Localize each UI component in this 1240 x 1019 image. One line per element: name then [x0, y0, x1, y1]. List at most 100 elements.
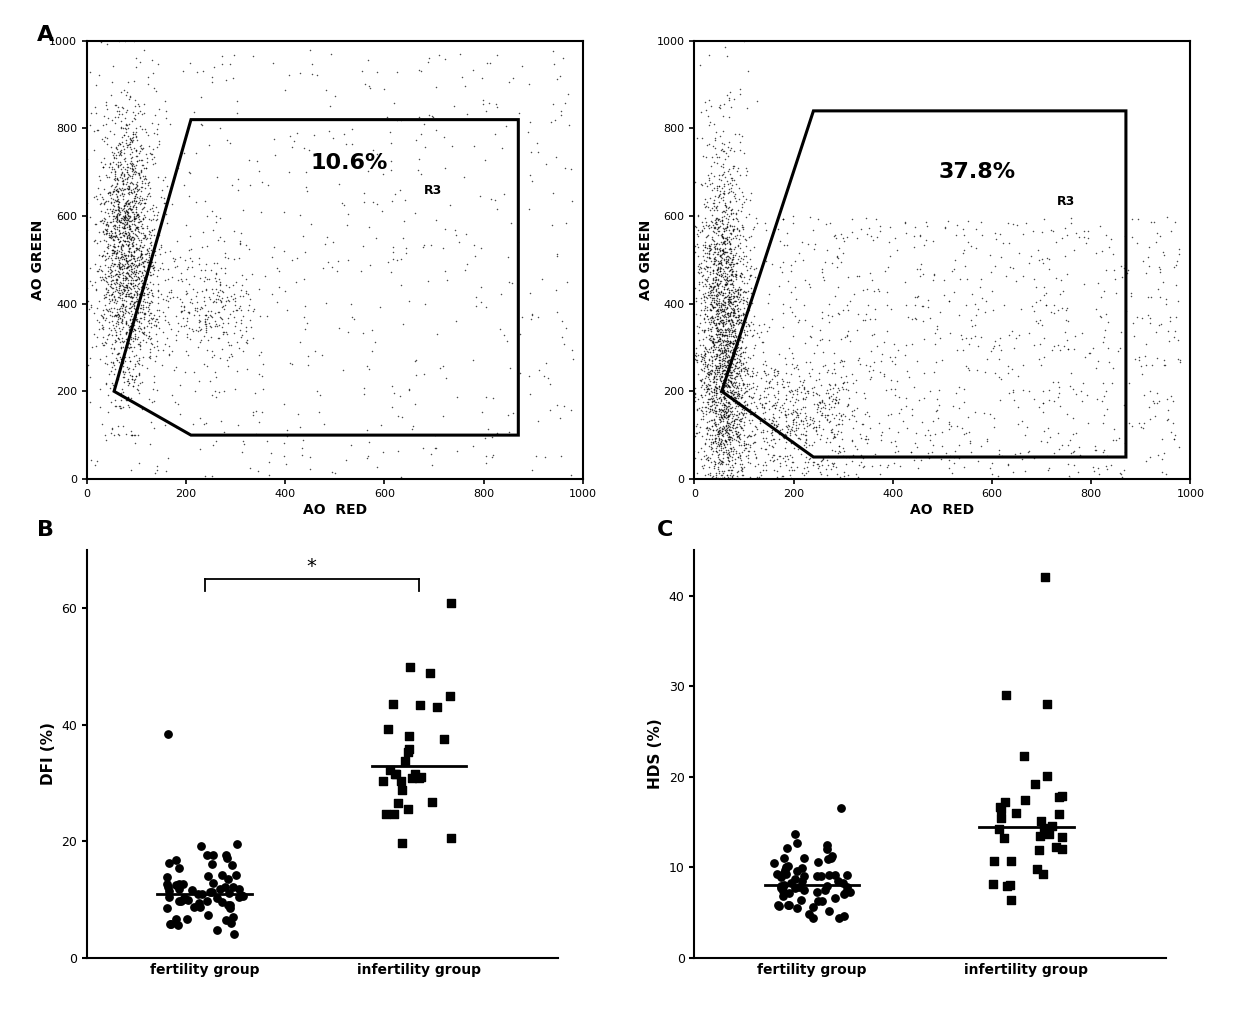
- Point: [186, 288, 206, 305]
- Point: [89, 399, 109, 416]
- Point: [692, 458, 712, 474]
- Point: [761, 371, 781, 387]
- Point: [556, 160, 575, 176]
- Point: [709, 247, 729, 263]
- Point: [740, 471, 760, 487]
- Point: [113, 120, 133, 137]
- Point: [124, 190, 144, 206]
- Point: [1164, 329, 1184, 345]
- Point: [728, 471, 748, 487]
- Point: [828, 909, 848, 925]
- Point: [224, 223, 244, 239]
- Point: [723, 221, 743, 237]
- Point: [774, 468, 794, 484]
- Point: [692, 353, 712, 369]
- Point: [130, 273, 150, 289]
- Point: [812, 264, 832, 280]
- Point: [718, 357, 738, 373]
- Point: [884, 454, 904, 471]
- Point: [1136, 347, 1156, 364]
- Point: [117, 159, 136, 175]
- Point: [972, 227, 992, 244]
- Point: [895, 214, 915, 230]
- Point: [835, 353, 854, 369]
- Point: [210, 291, 229, 308]
- Point: [867, 229, 887, 246]
- Point: [880, 219, 900, 235]
- Point: [1127, 235, 1147, 252]
- Point: [177, 326, 197, 342]
- Point: [727, 309, 746, 325]
- Point: [722, 403, 742, 419]
- Point: [688, 208, 708, 224]
- Point: [732, 436, 751, 452]
- Point: [828, 306, 848, 322]
- Point: [706, 382, 725, 398]
- Point: [236, 237, 255, 254]
- Point: [942, 263, 962, 279]
- Point: [759, 319, 779, 335]
- Point: [122, 298, 141, 314]
- Point: [739, 471, 759, 487]
- Point: [122, 258, 141, 274]
- Point: [704, 168, 724, 184]
- Point: [125, 119, 145, 136]
- Point: [124, 182, 144, 199]
- Point: [703, 434, 723, 450]
- Point: [399, 381, 419, 397]
- Point: [334, 197, 353, 213]
- Point: [480, 95, 500, 111]
- Point: [126, 219, 146, 235]
- Point: [724, 413, 744, 429]
- Point: [113, 237, 133, 254]
- Point: [719, 193, 739, 209]
- Point: [112, 185, 131, 202]
- Point: [1162, 388, 1182, 405]
- Point: [115, 33, 135, 49]
- Point: [216, 265, 236, 281]
- Point: [118, 205, 138, 221]
- Point: [97, 137, 117, 153]
- Point: [985, 410, 1004, 426]
- Point: [702, 236, 722, 253]
- Point: [715, 210, 735, 226]
- Point: [733, 228, 753, 245]
- Point: [103, 237, 123, 254]
- Point: [743, 389, 763, 406]
- Point: [109, 217, 129, 233]
- Point: [120, 246, 140, 262]
- Point: [714, 164, 734, 180]
- Point: [123, 427, 143, 443]
- Point: [280, 127, 300, 144]
- Point: [715, 288, 735, 305]
- Point: [727, 428, 746, 444]
- Point: [687, 465, 707, 481]
- Point: [114, 145, 134, 161]
- Point: [114, 332, 134, 348]
- Point: [94, 231, 114, 248]
- Point: [94, 269, 114, 285]
- Point: [720, 294, 740, 311]
- Point: [691, 289, 711, 306]
- Point: [717, 306, 737, 322]
- Point: [95, 266, 115, 282]
- Point: [145, 124, 165, 141]
- Point: [794, 372, 813, 388]
- Point: [100, 237, 120, 254]
- Point: [713, 284, 733, 301]
- Point: [1152, 431, 1172, 447]
- Point: [117, 269, 136, 285]
- Point: [733, 187, 753, 204]
- Point: [717, 254, 737, 270]
- Point: [134, 297, 154, 313]
- Point: [797, 382, 817, 398]
- Point: [471, 294, 491, 311]
- Point: [789, 430, 808, 446]
- Point: [723, 390, 743, 407]
- Point: [161, 282, 181, 299]
- Point: [718, 363, 738, 379]
- Point: [131, 239, 151, 256]
- Point: [170, 406, 190, 422]
- Point: [217, 288, 237, 305]
- Point: [92, 308, 112, 324]
